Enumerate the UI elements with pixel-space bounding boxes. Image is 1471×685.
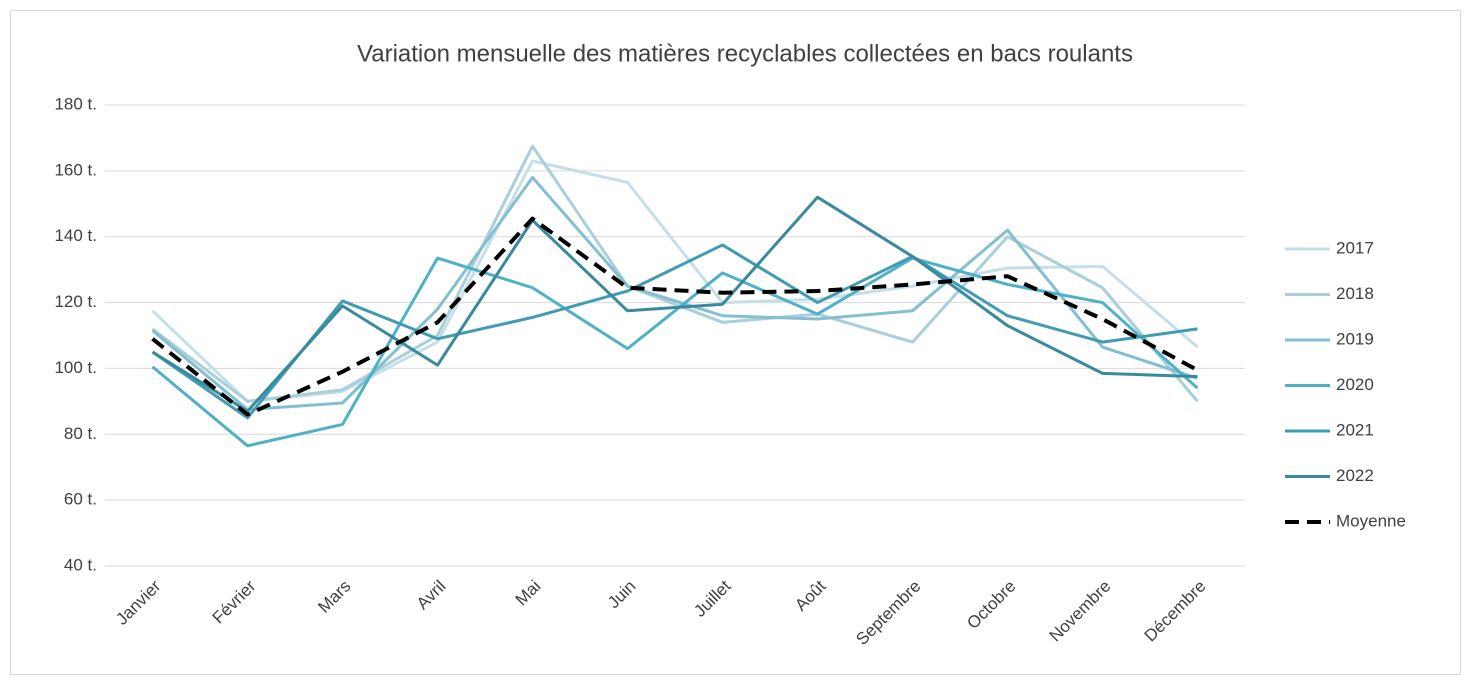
y-tick-label: 120 t. [54,292,97,311]
chart-title: Variation mensuelle des matières recycla… [357,40,1133,67]
series-line [151,256,1199,448]
series-line [151,243,1198,420]
series-line [151,216,1199,417]
y-tick-label: 180 t. [54,94,97,113]
legend-label: Moyenne [1336,511,1406,530]
y-tick-label: 160 t. [54,160,97,179]
series-line [151,175,1198,412]
y-tick-label: 80 t. [64,424,97,443]
y-tick-label: 60 t. [64,490,97,509]
y-tick-label: 40 t. [64,555,97,574]
y-tick-label: 140 t. [54,226,97,245]
chart-border [10,10,1461,675]
y-tick-label: 100 t. [54,358,97,377]
legend-label: 2020 [1336,375,1374,394]
series-line [151,144,1199,403]
legend-label: 2019 [1336,329,1374,348]
series-line [151,195,1198,413]
legend-label: 2018 [1336,284,1374,303]
legend-label: 2017 [1336,238,1374,257]
legend-label: 2022 [1336,466,1374,485]
legend-label: 2021 [1336,420,1374,439]
